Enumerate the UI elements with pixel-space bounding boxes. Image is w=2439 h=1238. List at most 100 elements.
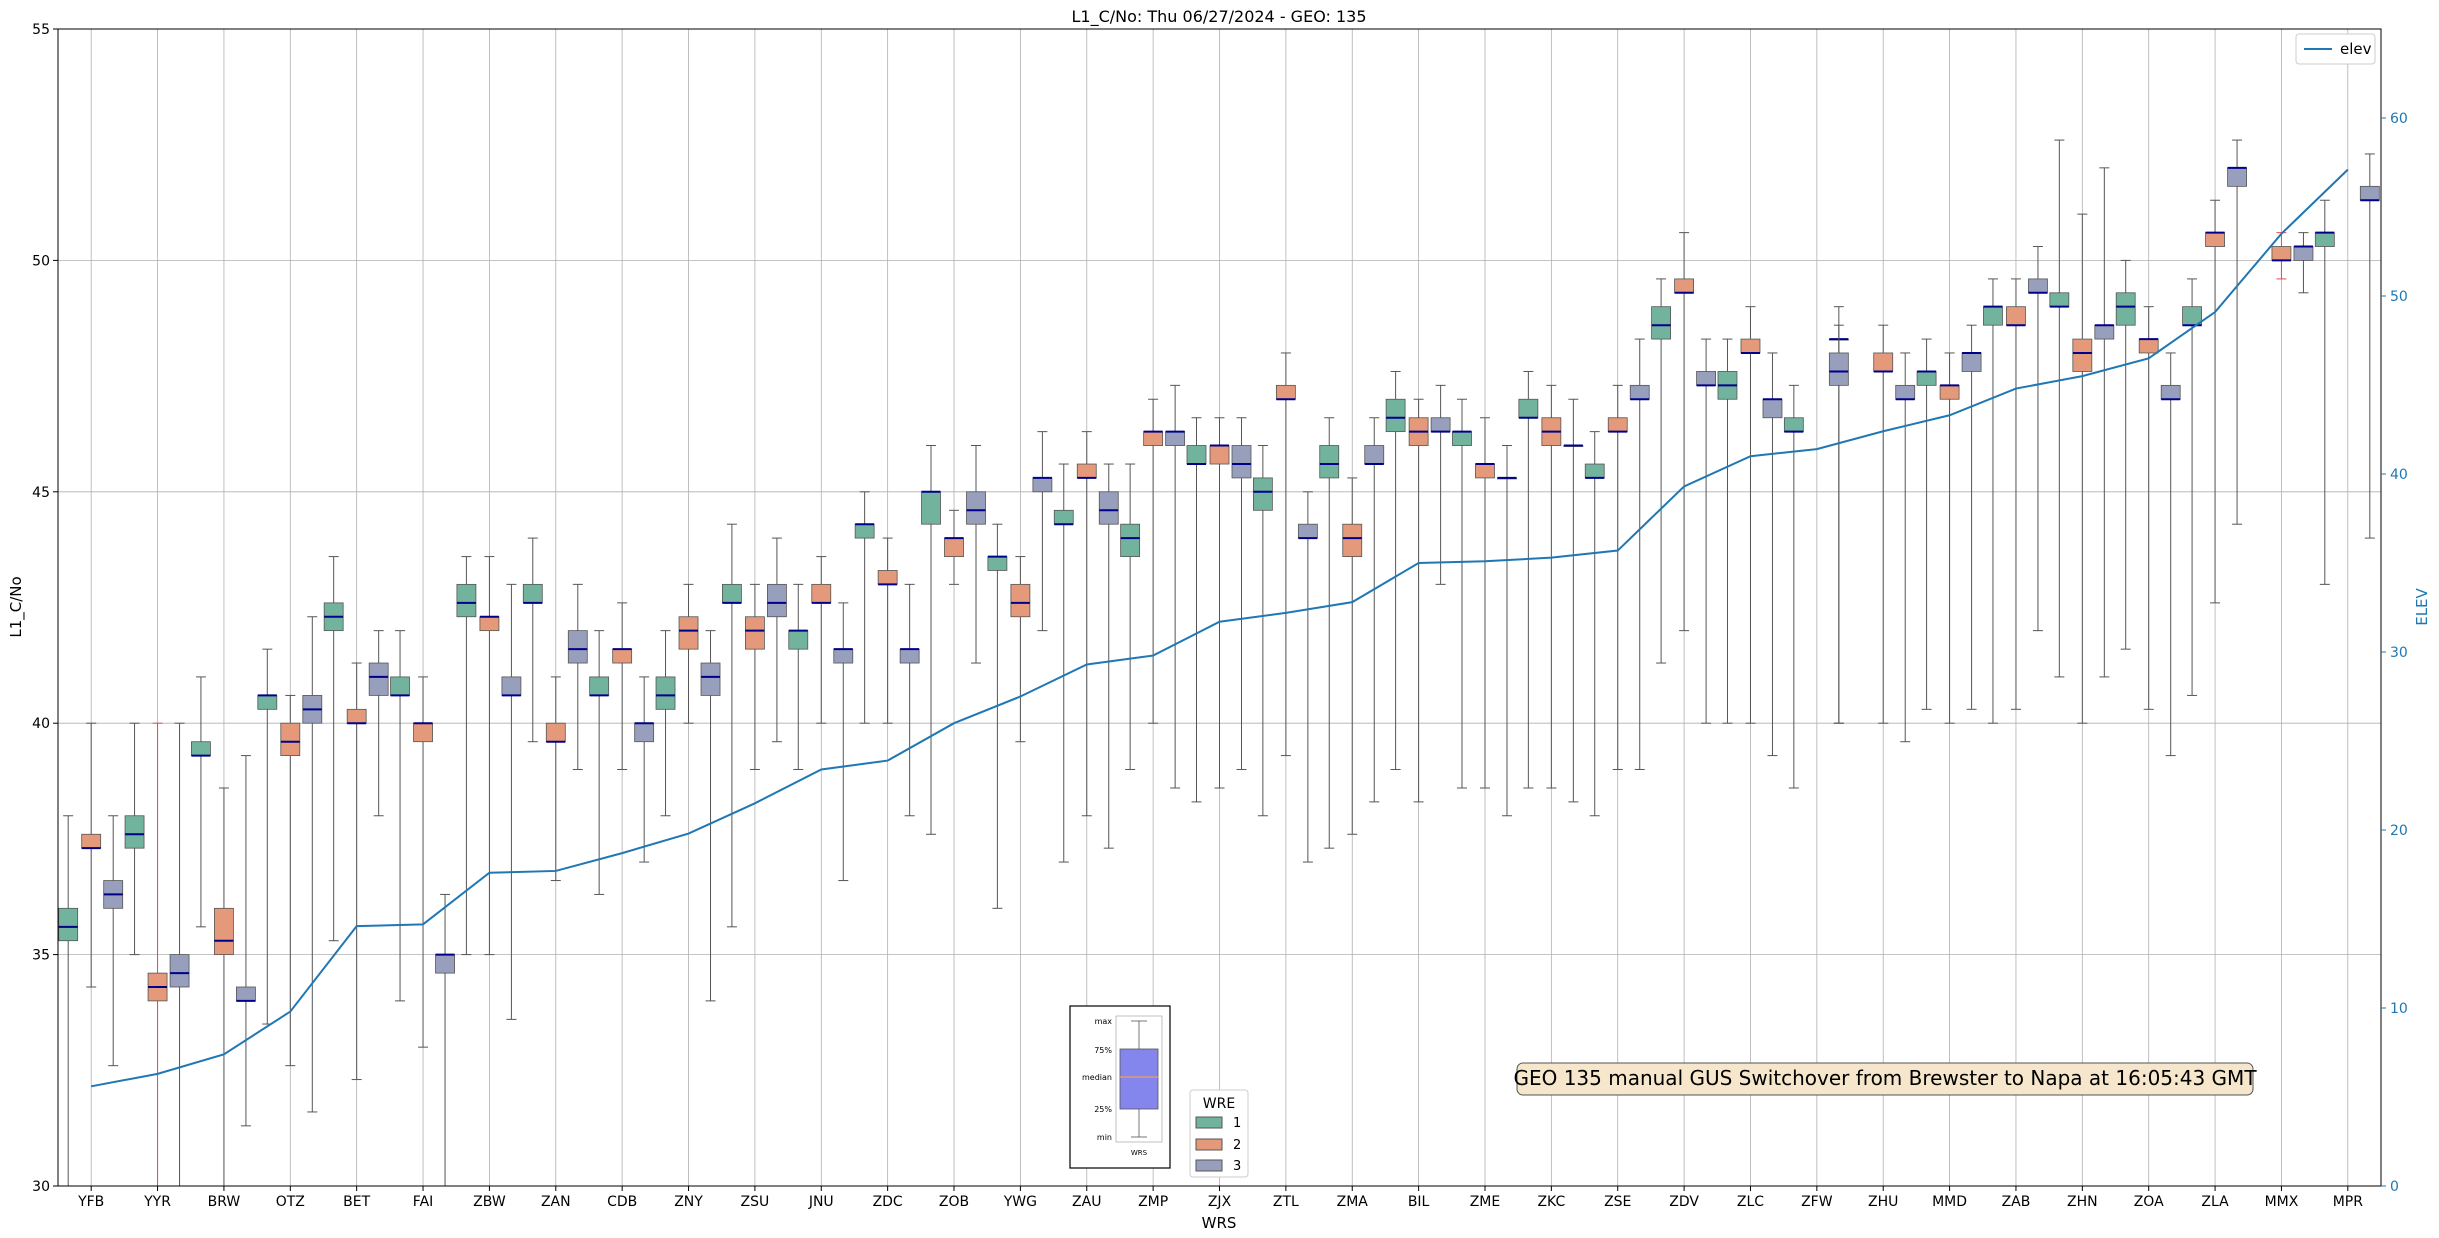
- x-tick-label: OTZ: [276, 1194, 305, 1210]
- box-wre-1: [124, 815, 145, 849]
- x-tick-label: ZOB: [939, 1194, 969, 1210]
- box-wre-1: [390, 676, 410, 696]
- wre-legend-title: WRE: [1203, 1096, 1235, 1112]
- elev-legend-label: elev: [2340, 40, 2372, 58]
- box-wre-1: [522, 583, 543, 604]
- box-wre-2: [2271, 246, 2292, 261]
- box-wre-1: [456, 583, 477, 618]
- box-wre-3: [1629, 384, 1650, 400]
- x-tick-label: ZOA: [2134, 1194, 2164, 1210]
- box-wre-3: [1297, 523, 1318, 539]
- box-wre-3: [1430, 417, 1451, 433]
- box-wre-1: [1651, 306, 1671, 340]
- box-wre-2: [745, 616, 765, 650]
- box-wre-2: [2072, 338, 2093, 372]
- box-wre-1: [722, 583, 742, 604]
- box-wre-3: [2094, 324, 2115, 340]
- x-tick-label: ZMP: [1138, 1194, 1168, 1210]
- box-wre-3: [2359, 185, 2380, 201]
- box-wre-3: [368, 662, 389, 696]
- box-wre-3: [567, 630, 588, 664]
- box-key-label-min: min: [1097, 1133, 1112, 1142]
- box-wre-3: [169, 954, 190, 988]
- box-key-label-75: 75%: [1094, 1046, 1112, 1055]
- x-tick-label: ZSE: [1604, 1194, 1631, 1210]
- box-wre-1: [788, 630, 809, 650]
- box-wre-2: [214, 907, 234, 956]
- box-key-inner-frame: [1115, 1015, 1163, 1143]
- box-wre-2: [678, 616, 699, 650]
- box-wre-1: [655, 676, 676, 710]
- box-wre-3: [767, 583, 787, 618]
- x-tick-label: ZJX: [1208, 1194, 1232, 1210]
- wre-legend-label-3: 3: [1233, 1159, 1241, 1174]
- box-key-label-median: median: [1082, 1073, 1112, 1082]
- x-tick-label: ZLA: [2201, 1194, 2229, 1210]
- box-wre-2: [1010, 583, 1031, 618]
- box-wre-3: [700, 662, 721, 696]
- box-wre-2: [1740, 338, 1761, 354]
- x-tick-label: CDB: [607, 1194, 637, 1210]
- wre-legend: WRE 1 2 3: [1189, 1089, 1249, 1178]
- box-wre-3: [2293, 246, 2314, 261]
- box-wre-1: [1120, 523, 1141, 557]
- box-wre-3: [1032, 477, 1053, 493]
- box-wre-2: [2006, 306, 2026, 326]
- x-tick-label: FAI: [413, 1194, 433, 1210]
- box-wre-3: [1364, 445, 1385, 465]
- box-wre-2: [413, 722, 433, 743]
- box-wre-2: [2205, 232, 2225, 247]
- box-wre-1: [1053, 509, 1074, 525]
- annotation: GEO 135 manual GUS Switchover from Brews…: [1513, 1062, 2257, 1096]
- y2-tick-label: 30: [2390, 645, 2408, 661]
- box-key-label-max: max: [1095, 1017, 1113, 1026]
- box-wre-1: [2049, 292, 2070, 308]
- box-wre-2: [346, 708, 367, 724]
- box-wre-2: [1939, 384, 1960, 400]
- elevation-line-group: [91, 168, 2349, 1088]
- x-tick-label: MMX: [2265, 1194, 2299, 1210]
- box-key-xlabel: WRS: [1131, 1149, 1148, 1157]
- box-wre-1: [1452, 431, 1472, 446]
- box-wre-2: [1475, 463, 1495, 479]
- elev-legend-frame: [2295, 33, 2376, 65]
- y-axis-label: L1_C/No: [7, 576, 26, 637]
- box-wre-1: [589, 676, 610, 696]
- box-wre-1: [987, 556, 1008, 571]
- y-tick-label: 35: [32, 948, 50, 964]
- box-wre-3: [501, 676, 522, 696]
- box-wre-1: [257, 695, 278, 710]
- x-tick-label: ZME: [1470, 1194, 1501, 1210]
- box-wre-2: [2138, 338, 2159, 354]
- box-wre-2: [479, 616, 500, 632]
- box-key-inset: max 75% median 25% min WRS: [1069, 1005, 1171, 1169]
- box-wre-1: [1518, 398, 1539, 419]
- box-wre-1: [191, 741, 211, 756]
- box-wre-3: [1098, 491, 1119, 525]
- box-wre-1: [1385, 398, 1406, 433]
- wre-legend-frame: [1189, 1089, 1249, 1178]
- box-wre-3: [1961, 352, 1982, 372]
- box-wre-3: [2160, 384, 2181, 400]
- annotation-text: GEO 135 manual GUS Switchover from Brews…: [1513, 1066, 2257, 1090]
- x-tick-label: ZNY: [674, 1194, 703, 1210]
- x-tick-label: YFB: [77, 1194, 104, 1210]
- elev-legend: elev: [2295, 33, 2376, 65]
- wre-legend-swatch-3: [1195, 1159, 1223, 1172]
- box-wre-2: [1873, 352, 1894, 372]
- box-wre-3: [833, 648, 854, 664]
- wre-legend-label-1: 1: [1233, 1116, 1241, 1131]
- box-wre-2: [1607, 417, 1628, 433]
- box-key-label-25: 25%: [1094, 1105, 1112, 1114]
- y2-tick-label: 10: [2390, 1001, 2408, 1017]
- box-wre-2: [1076, 463, 1097, 479]
- box-wre-1: [2115, 292, 2136, 326]
- x-tick-label: ZKC: [1537, 1194, 1565, 1210]
- y2-axis-label: ELEV: [2413, 587, 2431, 625]
- x-tick-label: ZBW: [473, 1194, 506, 1210]
- box-wre-2: [811, 583, 832, 604]
- y-tick-label: 45: [32, 485, 50, 501]
- box-wre-2: [1209, 445, 1230, 465]
- box-wre-1: [1584, 463, 1605, 479]
- box-wre-2: [545, 722, 566, 743]
